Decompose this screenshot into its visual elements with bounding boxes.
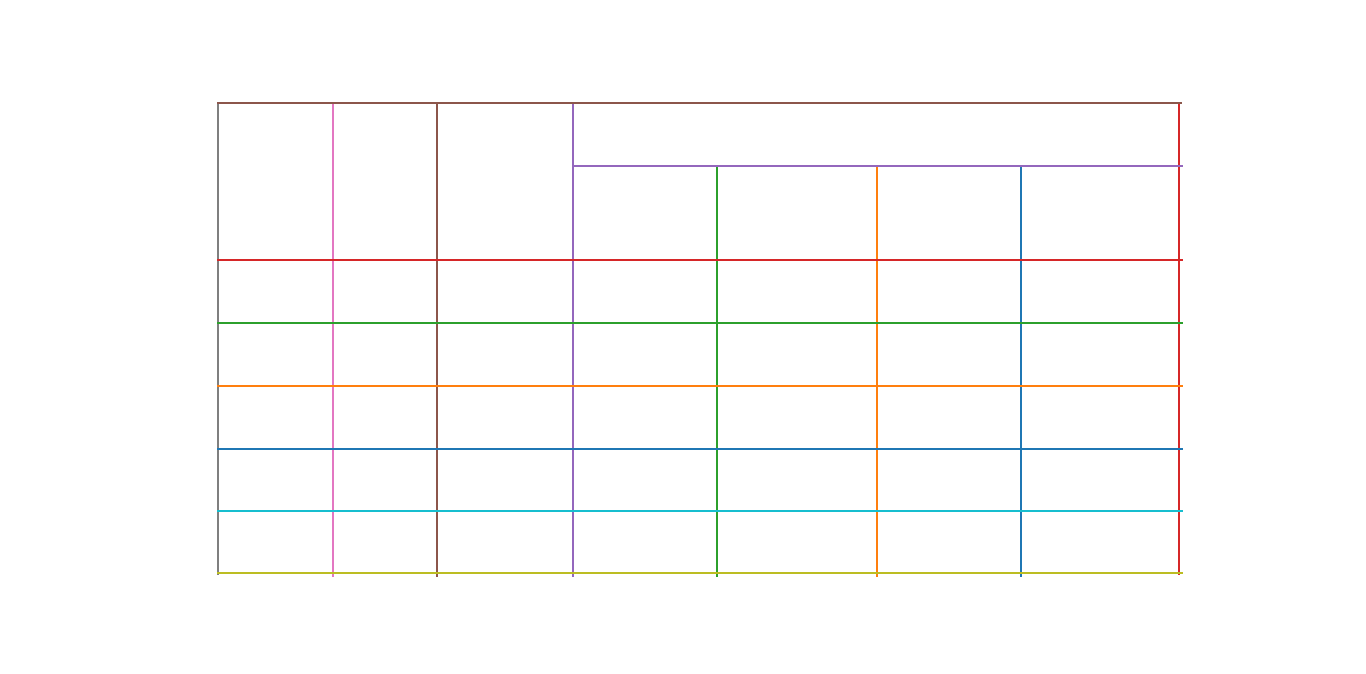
green-horizontal (217, 322, 1183, 324)
blue-horizontal (217, 448, 1183, 450)
gray-vertical (217, 103, 219, 575)
red-horizontal (217, 259, 1183, 261)
purple-vertical (572, 103, 574, 577)
green-vertical (716, 166, 718, 577)
red-vertical (1178, 103, 1180, 575)
cyan-horizontal (217, 510, 1183, 512)
orange-vertical (876, 166, 878, 577)
orange-horizontal (217, 385, 1183, 387)
olive-horizontal (217, 572, 1183, 574)
brown-vertical (436, 103, 438, 577)
blue-vertical (1020, 166, 1022, 577)
brown-horizontal (217, 102, 1182, 104)
purple-horizontal (572, 165, 1183, 167)
pink-vertical (332, 103, 334, 577)
